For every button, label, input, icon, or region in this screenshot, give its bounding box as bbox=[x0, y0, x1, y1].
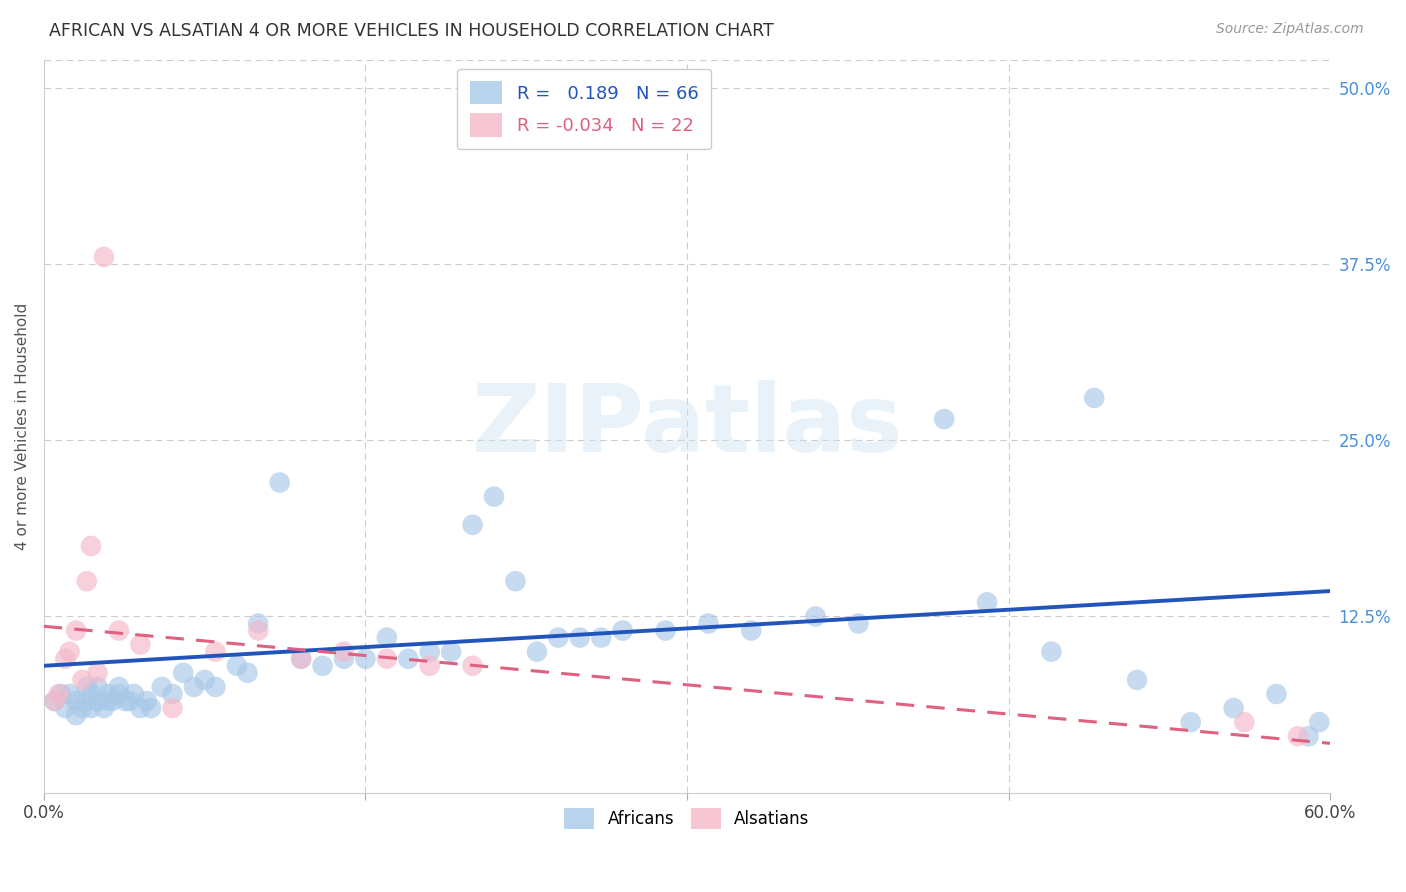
Point bbox=[1180, 715, 1202, 730]
Point bbox=[482, 490, 505, 504]
Point bbox=[697, 616, 720, 631]
Point bbox=[247, 624, 270, 638]
Point bbox=[1083, 391, 1105, 405]
Point bbox=[139, 701, 162, 715]
Point bbox=[80, 539, 103, 553]
Point bbox=[135, 694, 157, 708]
Point bbox=[108, 687, 131, 701]
Point bbox=[108, 680, 131, 694]
Point bbox=[591, 631, 613, 645]
Point bbox=[612, 624, 634, 638]
Point bbox=[93, 701, 115, 715]
Point bbox=[1265, 687, 1288, 701]
Point bbox=[183, 680, 205, 694]
Point bbox=[204, 645, 226, 659]
Point bbox=[76, 680, 98, 694]
Point bbox=[290, 651, 312, 665]
Point bbox=[375, 651, 398, 665]
Point bbox=[122, 687, 145, 701]
Point bbox=[48, 687, 70, 701]
Point bbox=[86, 665, 108, 680]
Text: AFRICAN VS ALSATIAN 4 OR MORE VEHICLES IN HOUSEHOLD CORRELATION CHART: AFRICAN VS ALSATIAN 4 OR MORE VEHICLES I… bbox=[49, 22, 773, 40]
Point bbox=[65, 708, 87, 723]
Point bbox=[93, 250, 115, 264]
Point bbox=[76, 694, 98, 708]
Point bbox=[59, 687, 82, 701]
Point bbox=[194, 673, 217, 687]
Point bbox=[72, 701, 94, 715]
Point bbox=[172, 665, 194, 680]
Y-axis label: 4 or more Vehicles in Household: 4 or more Vehicles in Household bbox=[15, 302, 30, 549]
Point bbox=[333, 651, 356, 665]
Point bbox=[290, 651, 312, 665]
Point bbox=[396, 651, 419, 665]
Point bbox=[162, 687, 184, 701]
Point bbox=[311, 658, 333, 673]
Point bbox=[49, 687, 72, 701]
Point bbox=[440, 645, 463, 659]
Point bbox=[225, 658, 247, 673]
Point bbox=[1286, 729, 1309, 743]
Point bbox=[72, 673, 94, 687]
Point bbox=[1040, 645, 1063, 659]
Point bbox=[740, 624, 762, 638]
Point bbox=[86, 694, 108, 708]
Point bbox=[129, 638, 152, 652]
Point bbox=[65, 624, 87, 638]
Point bbox=[80, 701, 103, 715]
Point bbox=[150, 680, 173, 694]
Point bbox=[108, 624, 131, 638]
Text: Source: ZipAtlas.com: Source: ZipAtlas.com bbox=[1216, 22, 1364, 37]
Point bbox=[236, 665, 259, 680]
Point bbox=[1222, 701, 1244, 715]
Point bbox=[333, 645, 356, 659]
Point bbox=[419, 645, 441, 659]
Point bbox=[97, 687, 120, 701]
Point bbox=[354, 651, 377, 665]
Point bbox=[59, 645, 82, 659]
Point bbox=[1233, 715, 1256, 730]
Point bbox=[526, 645, 548, 659]
Point bbox=[118, 694, 141, 708]
Point bbox=[76, 574, 98, 589]
Point bbox=[1126, 673, 1149, 687]
Point bbox=[1308, 715, 1330, 730]
Point bbox=[86, 680, 108, 694]
Point bbox=[461, 517, 484, 532]
Point bbox=[804, 609, 827, 624]
Point bbox=[114, 694, 136, 708]
Point bbox=[129, 701, 152, 715]
Point bbox=[934, 412, 956, 426]
Point bbox=[80, 687, 103, 701]
Point bbox=[976, 595, 998, 609]
Point bbox=[162, 701, 184, 715]
Point bbox=[505, 574, 527, 589]
Point bbox=[44, 694, 66, 708]
Point bbox=[419, 658, 441, 673]
Point bbox=[269, 475, 291, 490]
Point bbox=[547, 631, 569, 645]
Point bbox=[654, 624, 676, 638]
Point bbox=[1298, 729, 1320, 743]
Legend: Africans, Alsatians: Africans, Alsatians bbox=[558, 801, 817, 836]
Point bbox=[461, 658, 484, 673]
Point bbox=[65, 694, 87, 708]
Point bbox=[848, 616, 870, 631]
Point bbox=[375, 631, 398, 645]
Point bbox=[568, 631, 591, 645]
Point bbox=[44, 694, 66, 708]
Point bbox=[247, 616, 270, 631]
Point bbox=[204, 680, 226, 694]
Text: ZIPatlas: ZIPatlas bbox=[471, 380, 903, 472]
Point bbox=[53, 651, 76, 665]
Point bbox=[97, 694, 120, 708]
Point bbox=[101, 694, 124, 708]
Point bbox=[53, 701, 76, 715]
